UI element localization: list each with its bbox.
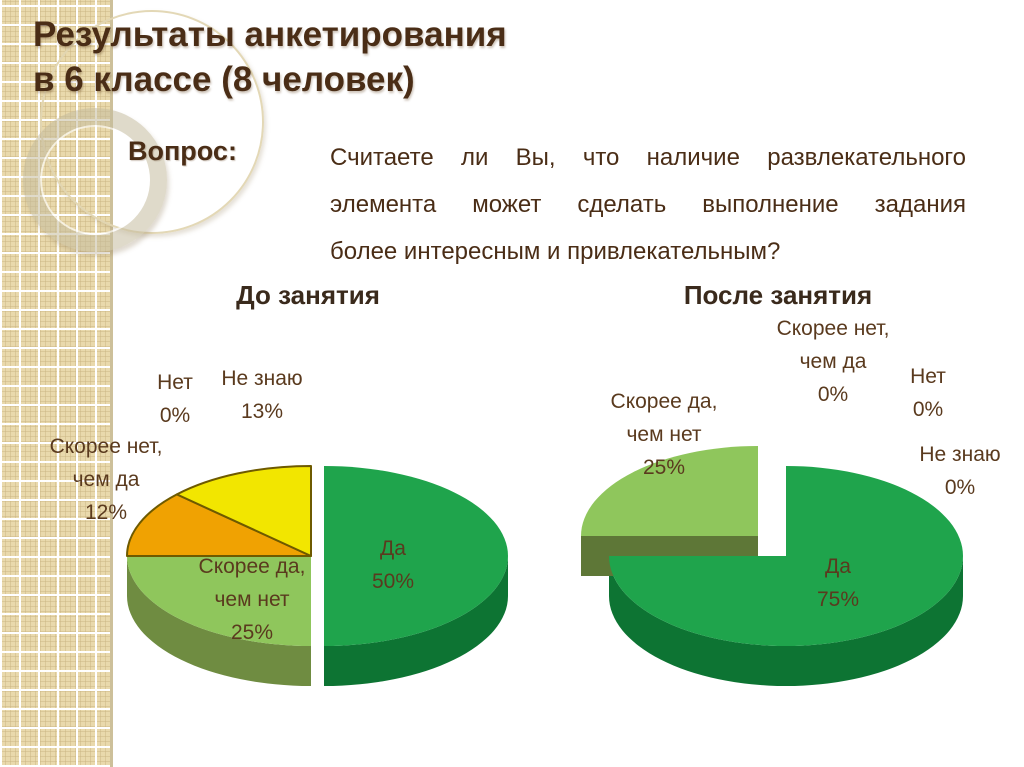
chart-title-after: После занятия xyxy=(683,280,873,310)
chart-title-before: До занятия xyxy=(236,280,380,310)
pie-after-slice-da xyxy=(609,466,963,646)
page-title-line2: в 6 классе (8 человек) xyxy=(33,60,415,99)
question-text-line1: Считаете ли Вы, что наличие развлекатель… xyxy=(330,144,966,171)
pie-after-slice-skoree-da xyxy=(581,446,758,536)
question-label: Вопрос: xyxy=(128,136,237,166)
question-text: Считаете ли Вы, что наличие развлекатель… xyxy=(330,134,966,275)
page-title: Результаты анкетирования в 6 классе (8 ч… xyxy=(33,12,507,102)
pie-before-side-da xyxy=(324,556,508,686)
page-title-line1: Результаты анкетирования xyxy=(33,15,507,54)
pie-before-slice-skoree-da xyxy=(127,556,311,646)
pie-before-slice-da xyxy=(324,466,508,646)
pie-before-slice-ne-znayu xyxy=(175,465,312,557)
pie-after-side-da xyxy=(609,556,963,686)
question-text-line2: элемента может сделать выполнение задани… xyxy=(330,191,966,218)
pie-before-side-skoree-da xyxy=(127,556,311,686)
decor-ring-thin xyxy=(40,10,264,234)
pie-before-slice-skoree-net xyxy=(126,493,312,557)
question-text-line3: более интересным и привлекательным? xyxy=(330,238,781,265)
